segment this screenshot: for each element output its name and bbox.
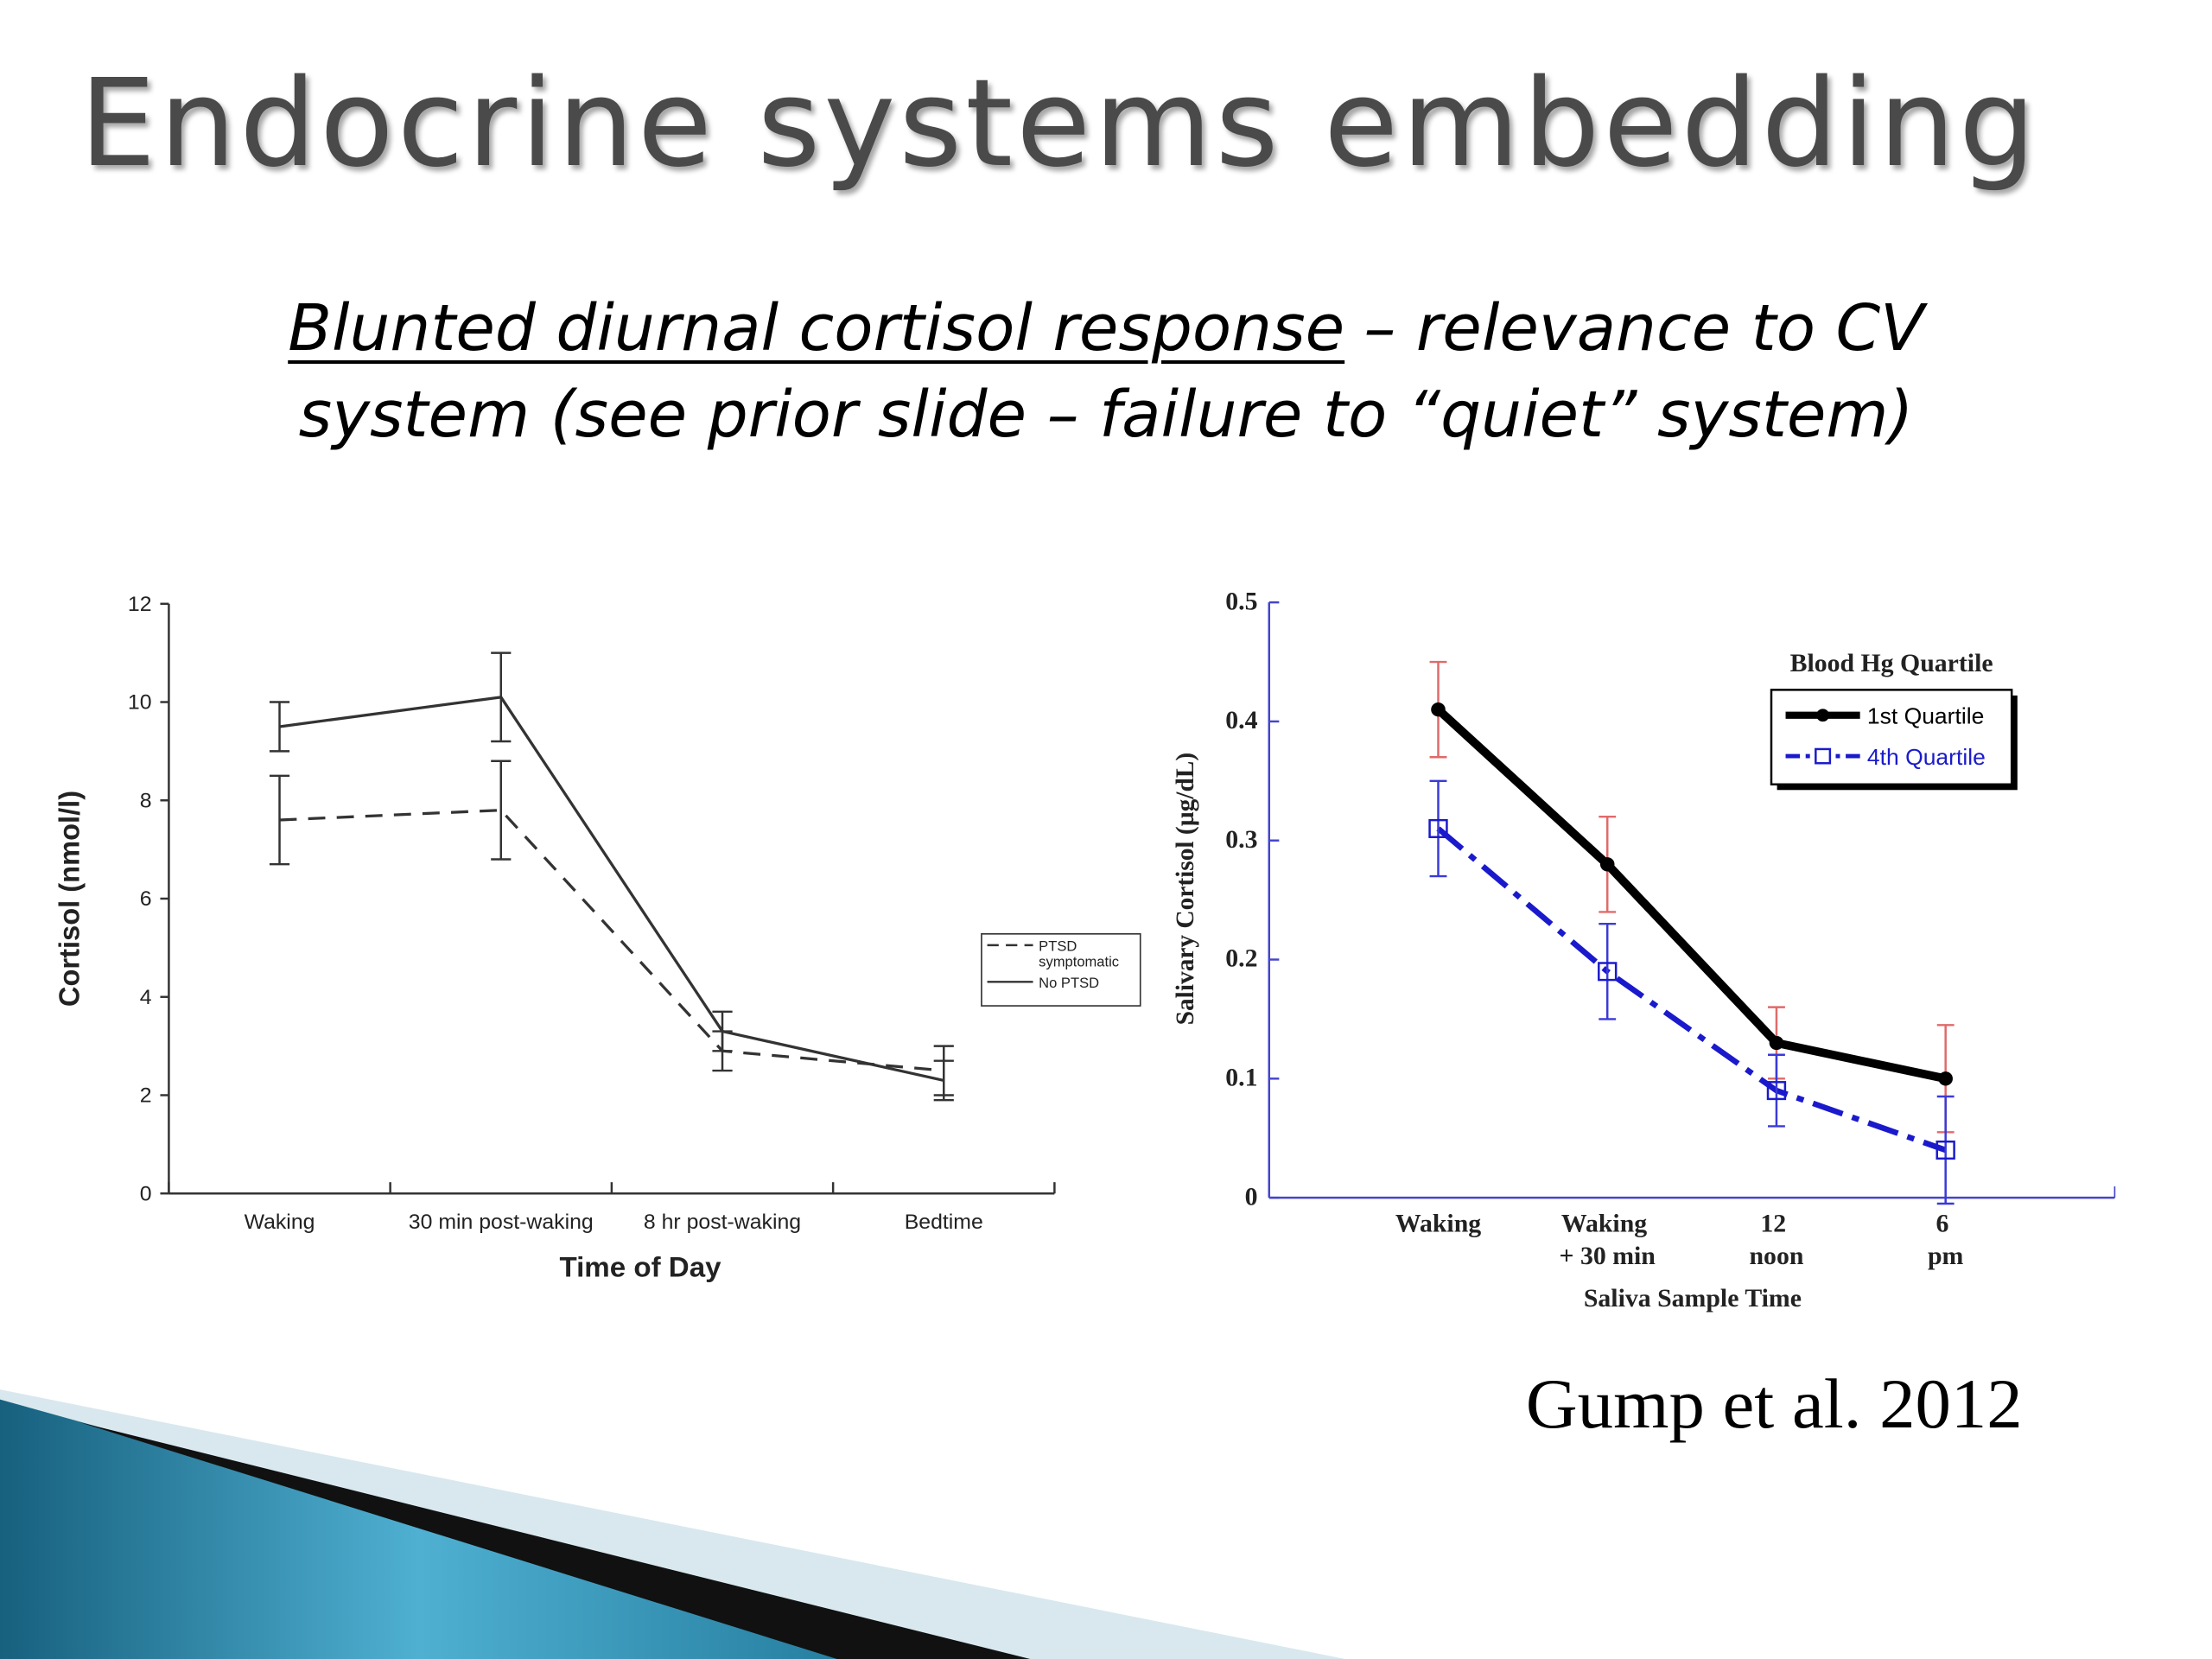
legend-label: PTSD symptomatic bbox=[1039, 939, 1119, 970]
error-bar bbox=[1599, 922, 1617, 1020]
legend-box bbox=[981, 933, 1141, 1007]
x-tick-label: Bedtime bbox=[905, 1211, 983, 1234]
error-bar bbox=[1768, 1053, 1785, 1128]
decor-dark bbox=[79, 1421, 1031, 1659]
point bbox=[1769, 1035, 1784, 1051]
x-tick-label: Waking bbox=[1395, 1210, 1482, 1237]
point bbox=[1599, 857, 1615, 872]
x-axis-label: Saliva Sample Time bbox=[1584, 1285, 1802, 1313]
error-bar bbox=[491, 760, 512, 861]
error-bar bbox=[491, 652, 512, 743]
y-tick-label: 0.1 bbox=[1225, 1065, 1257, 1092]
error-bar bbox=[1429, 779, 1447, 878]
legend-title: Blood Hg Quartile bbox=[1790, 650, 1993, 677]
x-tick-label: 12 noon bbox=[1749, 1210, 1803, 1269]
point bbox=[1936, 1140, 1955, 1160]
citation: Gump et al. 2012 bbox=[1526, 1365, 2023, 1443]
y-tick-label: 10 bbox=[128, 691, 152, 715]
y-tick-label: 0.4 bbox=[1225, 707, 1257, 734]
y-tick-label: 0 bbox=[1245, 1183, 1258, 1211]
y-tick-label: 12 bbox=[128, 593, 152, 616]
y-tick-label: 2 bbox=[140, 1084, 152, 1108]
x-tick-label: 8 hr post-waking bbox=[644, 1211, 801, 1234]
series-line bbox=[279, 696, 944, 1083]
error-bar bbox=[712, 1010, 733, 1052]
y-tick-label: 0.2 bbox=[1225, 945, 1257, 973]
series-line bbox=[1436, 826, 1947, 1154]
subtitle-text: – relevance to CV system (see prior slid… bbox=[298, 291, 1924, 452]
y-tick-label: 6 bbox=[140, 887, 152, 911]
y-tick-label: 0.3 bbox=[1225, 826, 1257, 854]
point bbox=[1428, 818, 1448, 838]
legend-marker bbox=[1815, 747, 1832, 765]
subtitle: Blunted diurnal cortisol response – relev… bbox=[173, 285, 2039, 458]
series-line bbox=[279, 809, 944, 1072]
point bbox=[1938, 1071, 1953, 1086]
point bbox=[1598, 962, 1618, 982]
legend-label: No PTSD bbox=[1039, 976, 1099, 991]
error-bar bbox=[1936, 1095, 1955, 1205]
legend-label: 1st Quartile bbox=[1867, 703, 1984, 729]
legend-label: 4th Quartile bbox=[1867, 744, 1986, 770]
y-tick-label: 0.5 bbox=[1225, 588, 1257, 615]
x-tick-label: 6 pm bbox=[1928, 1210, 1964, 1269]
error-bar bbox=[933, 1059, 954, 1102]
subtitle-emphasis: Blunted diurnal cortisol response bbox=[288, 291, 1345, 365]
x-tick-label: Waking + 30 min bbox=[1560, 1210, 1656, 1269]
x-tick-label: Waking bbox=[245, 1211, 315, 1234]
x-tick-label: 30 min post-waking bbox=[409, 1211, 594, 1234]
y-tick-label: 4 bbox=[140, 986, 152, 1009]
series-line bbox=[1435, 706, 1947, 1084]
y-tick-label: 0 bbox=[140, 1183, 152, 1206]
point bbox=[1431, 702, 1446, 717]
legend-box bbox=[1770, 689, 2013, 785]
y-axis-label: Salivary Cortisol (µg/dL) bbox=[1172, 753, 1199, 1025]
x-axis-label: Time of Day bbox=[559, 1251, 721, 1283]
point bbox=[1766, 1081, 1787, 1101]
slide-title: Endocrine systems embedding bbox=[79, 54, 2039, 194]
y-axis-label: Cortisol (nmol/l) bbox=[53, 791, 85, 1007]
error-bar bbox=[269, 701, 290, 753]
error-bar bbox=[269, 774, 290, 866]
legend-marker bbox=[1816, 709, 1830, 722]
y-tick-label: 8 bbox=[140, 790, 152, 813]
